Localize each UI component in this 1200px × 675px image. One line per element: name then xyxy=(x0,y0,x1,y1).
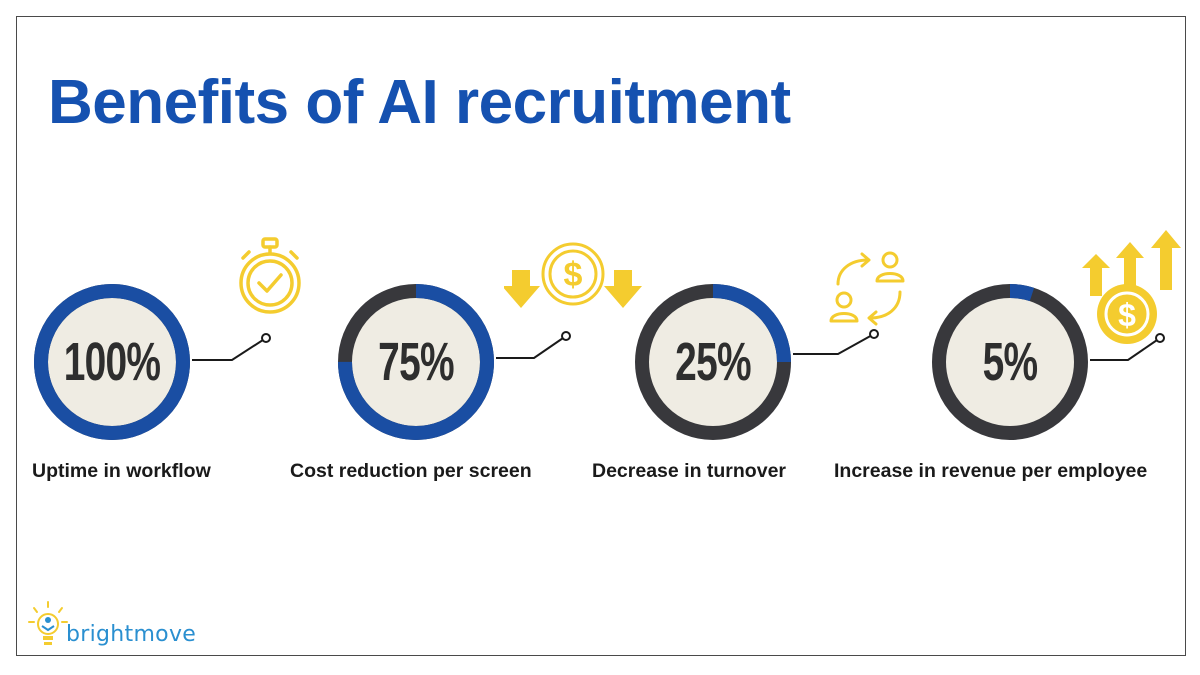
slide-frame xyxy=(16,16,1186,656)
lightbulb-logo-icon xyxy=(28,601,68,645)
svg-text:$: $ xyxy=(1118,297,1136,333)
dollar-up-arrows-icon: $ xyxy=(1082,230,1181,344)
stat-value-revenue: 5% xyxy=(982,332,1038,392)
stat-label-revenue: Increase in revenue per employee xyxy=(834,460,1148,482)
stat-ring-revenue xyxy=(932,284,1088,440)
ring-progress xyxy=(932,284,1088,440)
people-cycle-icon xyxy=(829,251,905,326)
ring-progress xyxy=(338,284,494,440)
stat-ring-uptime xyxy=(34,284,190,440)
stat-ring-cost xyxy=(338,284,494,440)
stat-value-turnover: 25% xyxy=(675,332,751,392)
ring-progress xyxy=(635,284,791,440)
page-title: Benefits of AI recruitment xyxy=(48,68,791,137)
stat-label-turnover: Decrease in turnover xyxy=(592,460,787,482)
stat-value-uptime: 100% xyxy=(63,332,161,392)
dollar-down-arrows-icon: $ xyxy=(504,242,642,308)
stat-value-cost: 75% xyxy=(378,332,454,392)
stopwatch-icon xyxy=(239,237,301,314)
stat-label-cost: Cost reduction per screen xyxy=(290,460,532,482)
ring-progress xyxy=(34,284,190,440)
stat-label-uptime: Uptime in workflow xyxy=(32,460,211,482)
stat-ring-turnover xyxy=(635,284,791,440)
svg-text:$: $ xyxy=(564,256,583,294)
logo-wordmark: brightmove xyxy=(66,622,197,647)
